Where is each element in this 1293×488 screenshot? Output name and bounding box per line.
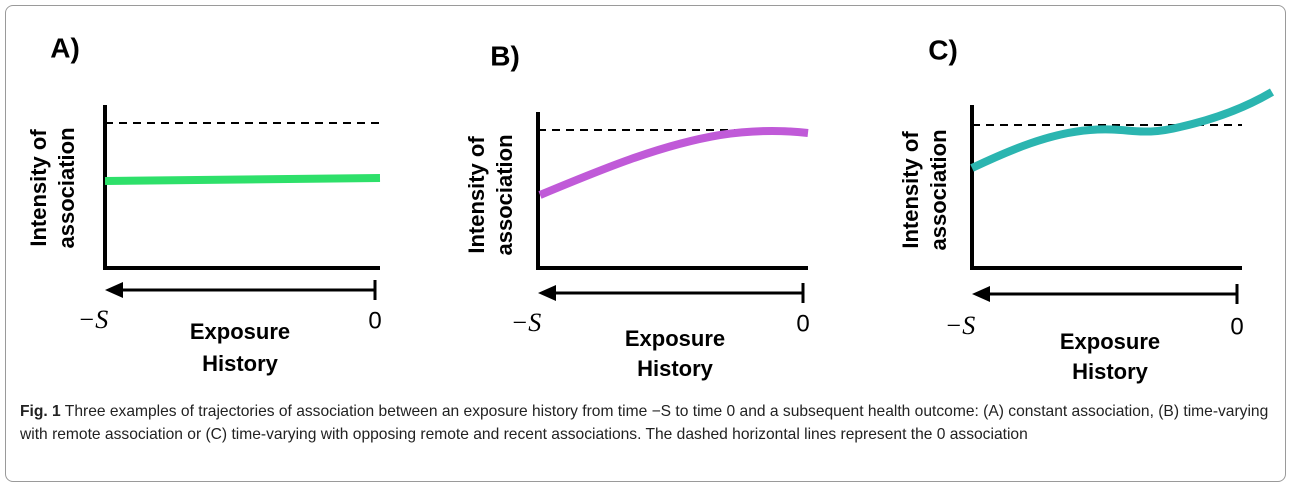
time-start-label: −S <box>78 305 109 334</box>
time-start-label: −S <box>945 311 976 340</box>
figure-frame <box>5 5 1286 482</box>
x-axis-label: Exposure <box>190 319 290 344</box>
arrow-head <box>538 285 556 301</box>
y-axis-label: Intensity of <box>26 129 51 247</box>
axes <box>536 112 808 270</box>
panel-label: A) <box>50 32 80 63</box>
x-axis-label: History <box>637 356 714 381</box>
trajectory <box>104 174 381 185</box>
y-axis-label: association <box>926 129 951 250</box>
x-axis-label: Exposure <box>1060 329 1160 354</box>
x-axis-label: History <box>1072 359 1149 384</box>
trajectory <box>970 88 1275 172</box>
arrow-head <box>105 282 123 298</box>
y-axis-label: Intensity of <box>898 131 923 249</box>
panel-label: C) <box>928 34 958 65</box>
caption-label: Fig. 1 <box>20 403 61 420</box>
arrow-head <box>972 286 990 302</box>
time-end-label: 0 <box>368 307 381 334</box>
x-axis-label: Exposure <box>625 326 725 351</box>
axes <box>970 105 1242 270</box>
time-end-label: 0 <box>1230 313 1243 340</box>
y-axis-label: association <box>492 134 517 255</box>
axes <box>103 105 380 270</box>
caption-text: Three examples of trajectories of associ… <box>20 403 1269 443</box>
time-end-label: 0 <box>796 310 809 337</box>
x-axis-label: History <box>202 351 279 376</box>
y-axis-label: Intensity of <box>464 136 489 254</box>
time-start-label: −S <box>511 308 542 337</box>
trajectory <box>538 127 809 199</box>
figure: A)Intensity of association−S 0ExposureHist… <box>26 32 1275 384</box>
panel-label: B) <box>490 40 520 71</box>
caption: Fig. 1 Three examples of trajectories of… <box>20 400 1270 446</box>
y-axis-label: association <box>54 127 79 248</box>
